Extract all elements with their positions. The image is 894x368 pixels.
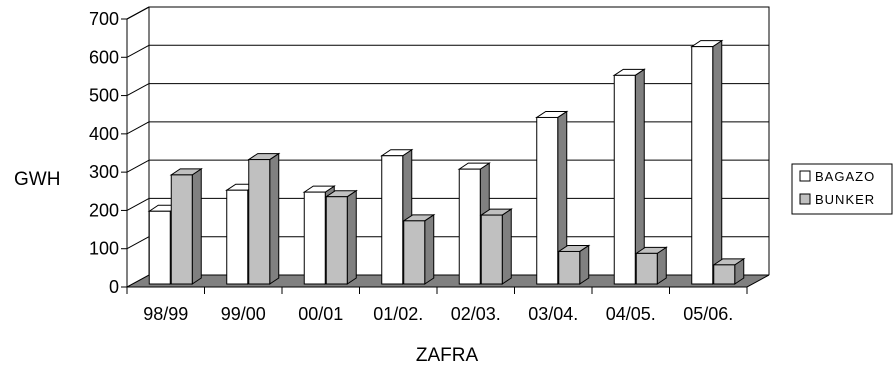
bar-side bbox=[712, 39, 723, 285]
gridlines bbox=[126, 6, 769, 250]
bar-front bbox=[613, 74, 636, 285]
y-tick-labels: 0 100 200 300 400 500 600 700 bbox=[89, 9, 119, 297]
bar-bunker-0 bbox=[169, 167, 203, 285]
bar-bunker-7 bbox=[712, 257, 746, 285]
bar-bunker-2 bbox=[324, 189, 358, 285]
bar-front bbox=[170, 174, 193, 285]
x-tick-label: 01/02. bbox=[373, 304, 423, 324]
x-axis-title: ZAFRA bbox=[416, 345, 479, 366]
legend-swatch-bagazo bbox=[799, 170, 811, 182]
y-tick-label: 600 bbox=[89, 47, 119, 67]
y-tick-label: 400 bbox=[89, 124, 119, 144]
bar-side bbox=[501, 208, 512, 285]
gridline bbox=[126, 6, 150, 20]
bar-bagazo-5 bbox=[535, 110, 569, 285]
bar-side bbox=[191, 167, 202, 285]
bar-bunker-4 bbox=[479, 208, 513, 285]
bar-front bbox=[325, 196, 348, 285]
legend-swatch-bunker bbox=[799, 193, 811, 205]
y-tick-label: 100 bbox=[89, 239, 119, 259]
back-wall-outline bbox=[126, 6, 770, 275]
gridline bbox=[126, 121, 150, 135]
bar-bagazo-3 bbox=[380, 148, 414, 285]
chart-floor bbox=[126, 274, 770, 288]
x-tick-label: 03/04. bbox=[528, 304, 578, 324]
bar-bunker-1 bbox=[247, 152, 281, 285]
bar-bunker-3 bbox=[402, 213, 436, 285]
y-tick-label: 700 bbox=[89, 9, 119, 29]
bar-side bbox=[424, 213, 435, 285]
x-tick-label: 00/01 bbox=[298, 304, 343, 324]
bar-side bbox=[579, 244, 590, 285]
bar-bagazo-6 bbox=[612, 68, 646, 285]
y-tick-label: 0 bbox=[109, 277, 119, 297]
chart-walls bbox=[126, 6, 770, 275]
gridline bbox=[126, 197, 150, 211]
gridline bbox=[126, 236, 150, 250]
x-tick-label: 98/99 bbox=[143, 304, 188, 324]
x-tick-label: 05/06. bbox=[683, 304, 733, 324]
bar-front bbox=[248, 159, 271, 285]
legend-label-bunker: BUNKER bbox=[815, 192, 875, 207]
bar-front bbox=[691, 46, 714, 285]
gridline bbox=[126, 44, 150, 58]
floor-plane bbox=[126, 274, 770, 288]
bar-bagazo-7 bbox=[690, 39, 724, 285]
gridline bbox=[126, 83, 150, 97]
y-axis-title: GWH bbox=[14, 169, 60, 190]
bars bbox=[147, 39, 746, 285]
x-tick-label: 99/00 bbox=[221, 304, 266, 324]
legend: BAGAZO BUNKER bbox=[791, 163, 893, 215]
bar-front bbox=[403, 220, 426, 285]
bar-bunker-5 bbox=[557, 244, 591, 285]
axes bbox=[121, 18, 748, 294]
bar-front bbox=[303, 191, 326, 285]
bar-front bbox=[381, 155, 404, 285]
bar-front bbox=[536, 116, 559, 285]
y-tick-label: 200 bbox=[89, 200, 119, 220]
bar-front bbox=[458, 168, 481, 285]
legend-label-bagazo: BAGAZO bbox=[815, 169, 875, 184]
x-tick-label: 02/03. bbox=[451, 304, 501, 324]
y-tick-label: 300 bbox=[89, 162, 119, 182]
bar-side bbox=[269, 152, 280, 285]
bar-front bbox=[226, 189, 249, 285]
bar-front bbox=[713, 264, 736, 285]
bar-front bbox=[148, 210, 171, 285]
bar-bunker-6 bbox=[634, 246, 668, 285]
x-tick-labels: 98/99 99/00 00/01 01/02. 02/03. 03/04. 04/05. 0… bbox=[143, 304, 733, 324]
bar-side bbox=[346, 189, 357, 285]
x-tick-label: 04/05. bbox=[606, 304, 656, 324]
bar-front bbox=[558, 250, 581, 285]
y-tick-label: 500 bbox=[89, 86, 119, 106]
bar-front bbox=[480, 214, 503, 285]
gridline bbox=[126, 159, 150, 173]
bar-front bbox=[635, 252, 658, 285]
